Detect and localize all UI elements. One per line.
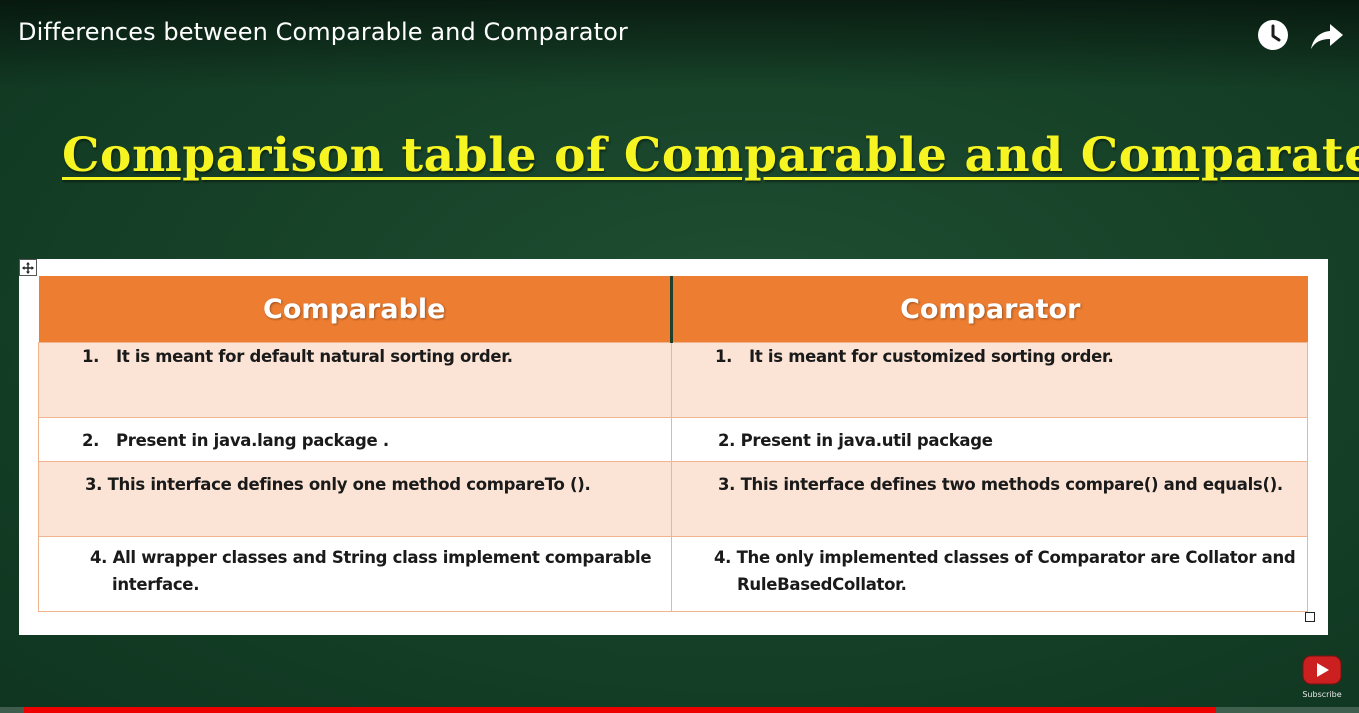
cell-text-line: 4. The only implemented classes of Compa… — [714, 548, 1296, 567]
table-cell: 2. Present in java.lang package . — [38, 417, 672, 462]
clock-icon[interactable] — [1257, 19, 1289, 51]
title-bar-shade — [0, 0, 1359, 90]
table-header-row: Comparable Comparator — [38, 276, 1308, 343]
youtube-logo-icon — [1302, 655, 1342, 685]
header-comparable: Comparable — [38, 276, 673, 343]
subscribe-button[interactable]: Subscribe — [1300, 655, 1344, 699]
share-arrow-icon[interactable] — [1310, 21, 1344, 51]
table-cell: 4. All wrapper classes and String class … — [38, 536, 672, 612]
cell-text: 2. Present in java.util package — [718, 431, 993, 450]
cell-text: It is meant for default natural sorting … — [116, 347, 513, 366]
header-comparator: Comparator — [671, 276, 1308, 343]
move-icon — [22, 261, 34, 274]
table-move-handle[interactable] — [19, 259, 37, 276]
progress-bar-fill — [24, 707, 1216, 713]
slide-heading: Comparison table of Comparable and Compa… — [62, 128, 1359, 183]
comparison-table-panel: Comparable Comparator 1. It is meant for … — [19, 259, 1328, 635]
table-resize-handle[interactable] — [1305, 612, 1315, 622]
item-number: 2. — [82, 431, 100, 450]
table-cell: 3. This interface defines two methods co… — [671, 461, 1308, 537]
video-title[interactable]: Differences between Comparable and Compa… — [18, 18, 628, 46]
item-number: 1. — [82, 347, 100, 366]
cell-text-line: interface. — [112, 575, 200, 594]
cell-text-line: RuleBasedCollator. — [737, 575, 907, 594]
subscribe-label: Subscribe — [1302, 690, 1342, 699]
progress-bar[interactable] — [0, 707, 1359, 713]
table-cell: 2. Present in java.util package — [671, 417, 1308, 462]
cell-text: 3. This interface defines only one metho… — [85, 475, 591, 494]
table-row: 3. This interface defines only one metho… — [38, 461, 1308, 537]
table-cell: 1. It is meant for customized sorting ord… — [671, 342, 1308, 418]
table-row: 1. It is meant for default natural sortin… — [38, 342, 1308, 418]
cell-text-line: 4. All wrapper classes and String class … — [90, 548, 652, 567]
table-row: 2. Present in java.lang package . 2. Pres… — [38, 417, 1308, 462]
table-cell: 3. This interface defines only one metho… — [38, 461, 672, 537]
table-cell: 1. It is meant for default natural sortin… — [38, 342, 672, 418]
comparison-table: Comparable Comparator 1. It is meant for … — [38, 276, 1308, 612]
cell-text: 3. This interface defines two methods co… — [718, 475, 1283, 494]
cell-text: Present in java.lang package . — [116, 431, 389, 450]
cell-text: It is meant for customized sorting order… — [749, 347, 1114, 366]
table-row: 4. All wrapper classes and String class … — [38, 536, 1308, 612]
table-cell: 4. The only implemented classes of Compa… — [671, 536, 1308, 612]
item-number: 1. — [715, 347, 733, 366]
